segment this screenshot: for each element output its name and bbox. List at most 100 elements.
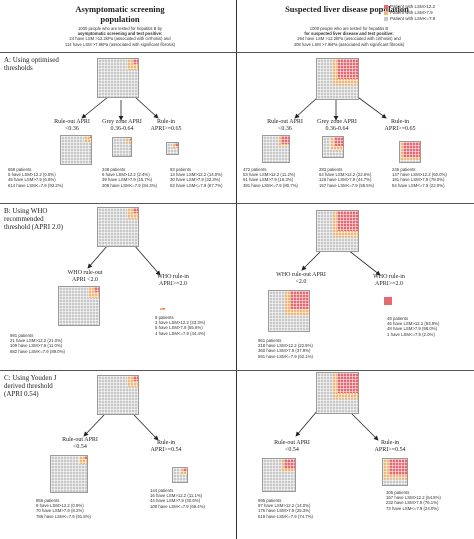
fibrosis-cells xyxy=(88,287,99,298)
stat-line: 472 patients xyxy=(243,167,267,172)
legend-swatch xyxy=(384,4,388,9)
legend-item: Patient with LSM>7.9 xyxy=(384,10,435,16)
column-divider xyxy=(236,0,237,539)
stat-line: 91 have LSM>7.9 (19.3%) xyxy=(243,177,294,183)
branch-waffle xyxy=(172,467,188,483)
stat-line: 360 have LSM>7.9 (37.9%) xyxy=(258,348,311,354)
branch-stats: 305 patients 167 have LSM>12.2 (54.8%) 2… xyxy=(386,490,441,511)
branch-label: Rule-in APRI>=0.54 xyxy=(150,440,182,453)
stat-line: 44 have LSM>7.9 (30.6%) xyxy=(150,498,201,504)
branch-label: Rule-in APRI>=0.65 xyxy=(384,119,416,132)
section-divider xyxy=(0,370,474,371)
arrow xyxy=(81,96,109,119)
cirrhosis-cells xyxy=(133,59,138,64)
arrow xyxy=(347,249,381,276)
stat-line: 951 patients xyxy=(258,338,282,343)
stat-line: 882 have LSM<=7.9 (89.0%) xyxy=(10,348,65,354)
branch-label: WHO rule-in APRI>=2.0 xyxy=(157,274,189,287)
branch-label: Grey zone APRI 0.36-0.64 xyxy=(102,119,142,132)
stat-line: 167 have LSM>12.2 (54.8%) xyxy=(386,495,441,501)
stat-line: 144 patients xyxy=(150,488,174,493)
branch-stats: 472 patients 53 have LSM>12.2 (11.2%) 91… xyxy=(243,167,298,188)
fibrosis-cells xyxy=(127,208,138,219)
population-waffle xyxy=(316,372,359,414)
stat-line: 232 have LSM>7.9 (76.1%) xyxy=(386,500,439,506)
population-waffle xyxy=(97,375,139,415)
branch-waffle xyxy=(160,308,165,310)
legend-item: Patient with LSM>12.2 xyxy=(384,4,435,10)
stat-line: 659 patients xyxy=(8,167,32,172)
legend-label: Patient with LSM>7.9 xyxy=(390,10,433,15)
cirrhosis-cells xyxy=(175,143,178,146)
fibrosis-cells xyxy=(125,138,131,143)
branch-label: Rule-in APRI>=0.54 xyxy=(374,440,406,453)
stat-line: 695 patients xyxy=(258,498,282,503)
legend-label: Patient with LSM>12.2 xyxy=(390,4,436,9)
stat-line: 786 have LSM<=7.9 (91.8%) xyxy=(36,513,91,519)
stat-line: 591 have LSM<=7.9 (62.1%) xyxy=(258,353,313,359)
legend-label: Patient with LSM<=7.9 xyxy=(390,16,436,21)
stat-line: 856 patients xyxy=(36,498,60,503)
fibrosis-cells xyxy=(127,59,138,70)
fibrosis-cells xyxy=(84,136,91,142)
arrow xyxy=(347,409,379,441)
intro-line: 1000 people who are tested for hepatitis… xyxy=(77,26,163,31)
stat-line: 245 patients xyxy=(392,167,416,172)
section-b-label: B: Using WHO recommended threshold (APRI… xyxy=(4,207,63,231)
population-waffle xyxy=(97,207,139,247)
stat-line: 30 have LSM>7.9 (32.3%) xyxy=(170,177,221,183)
intro-line: 264 have LSM >12.2kPa (associated with c… xyxy=(297,36,401,42)
branch-waffle xyxy=(60,135,92,165)
arrow xyxy=(134,96,159,119)
arrow xyxy=(87,244,109,269)
stat-line: 6 have LSM>12.2 (2.4%) xyxy=(102,172,150,178)
stat-line: 283 patients xyxy=(319,167,343,172)
cirrhosis-cells xyxy=(337,59,358,79)
arrow xyxy=(295,409,319,437)
branch-waffle xyxy=(112,137,132,157)
stat-line: 8 have LSM>12.2 (0.9%) xyxy=(36,503,84,509)
stat-line: 381 have LSM<=7.9 (80.7%) xyxy=(243,182,298,188)
stat-line: 1 have LSM<=7.9 (2.0%) xyxy=(387,331,435,337)
cirrhosis-cells xyxy=(403,142,420,157)
stat-line: 248 patients xyxy=(102,167,126,172)
branch-stats: 695 patients 97 have LSM>12.2 (14.0%) 17… xyxy=(258,498,313,519)
header-divider xyxy=(0,52,474,53)
right-column-intro: 1000 people who are tested for hepatitis… xyxy=(274,26,424,47)
intro-line: 114 have LSM >7.9kPa (associated with si… xyxy=(64,41,176,47)
cirrhosis-cells xyxy=(337,211,358,231)
branch-label: Rule-in APRI>=0.65 xyxy=(150,119,182,132)
fibrosis-cells xyxy=(127,376,138,387)
arrow xyxy=(294,96,319,119)
branch-waffle xyxy=(166,142,179,155)
stat-line: 4 have LSM<=7.9 (44.4%) xyxy=(155,330,206,336)
cirrhosis-cells xyxy=(389,459,407,475)
stat-line: 46 have LSM>12.2 (93.9%) xyxy=(387,321,440,327)
branch-stats: 248 patients 6 have LSM>12.2 (2.4%) 39 h… xyxy=(102,167,157,188)
stat-line: 54 have LSM<=7.9 (22.0%) xyxy=(392,182,445,188)
cirrhosis-cells xyxy=(290,291,309,309)
stat-line: 64 have LSM>12.2 (22.6%) xyxy=(319,172,372,178)
branch-waffle xyxy=(322,136,344,158)
branch-stats: 856 patients 8 have LSM>12.2 (0.9%) 70 h… xyxy=(36,498,91,519)
legend-swatch xyxy=(384,10,388,15)
branch-waffle xyxy=(384,297,392,305)
stat-line: 9 patients xyxy=(155,315,174,320)
branch-waffle xyxy=(382,458,408,486)
branch-label: Rule-out APRI <0.36 xyxy=(267,119,303,132)
branch-waffle xyxy=(58,286,100,326)
stat-line: 109 have LSM>7.9 (11.0%) xyxy=(10,343,63,349)
arrow xyxy=(83,414,105,437)
branch-waffle xyxy=(262,135,290,163)
cirrhosis-cells xyxy=(84,456,87,459)
stat-line: 5 have LSM>7.9 (55.6%) xyxy=(155,325,203,331)
branch-stats: 9 patients 3 have LSM>12.2 (33.3%) 5 hav… xyxy=(155,315,205,336)
arrow xyxy=(301,251,321,271)
stat-line: 53 have LSM>12.2 (11.2%) xyxy=(243,172,296,178)
stat-line: 39 have LSM>7.9 (15.7%) xyxy=(102,177,153,183)
population-waffle xyxy=(316,210,359,252)
legend-swatch xyxy=(384,16,388,21)
branch-stats: 951 patients 218 have LSM>12.2 (22.9%) 3… xyxy=(258,338,313,359)
stat-line: 13 have LSM>12.2 (14.0%) xyxy=(170,172,223,178)
